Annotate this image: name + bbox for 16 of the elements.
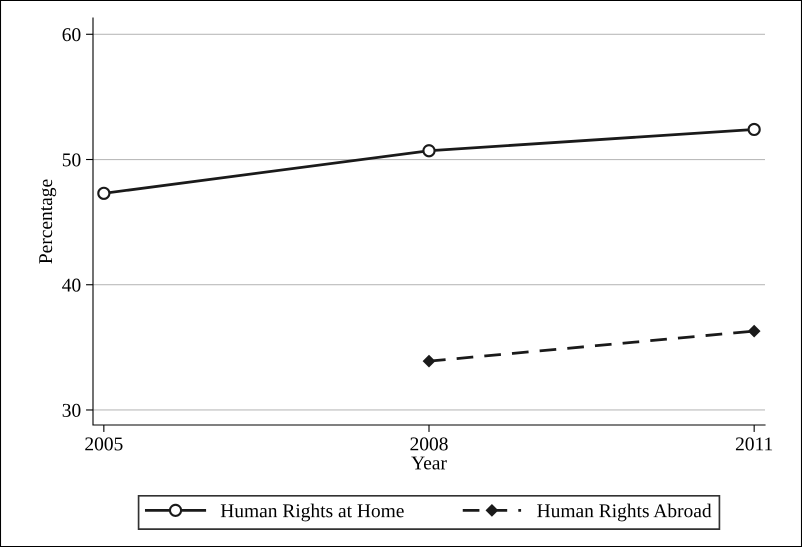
y-axis-title: Percentage [39, 180, 56, 264]
x-tick-label: 2008 [410, 437, 448, 450]
x-tick-label: 2005 [85, 437, 123, 450]
y-tick-label: 60 [62, 28, 80, 42]
y-tick-label: 30 [62, 404, 80, 417]
point [748, 122, 761, 136]
x-axis-title: Year [411, 456, 447, 470]
point [748, 325, 760, 338]
legend-label: Human Rights Abroad [537, 504, 712, 522]
y-tick-label: 40 [62, 278, 80, 292]
legend-label: Human Rights at Home [220, 504, 404, 522]
point [97, 186, 110, 200]
point [422, 144, 436, 158]
point [423, 355, 435, 368]
y-tick-label: 50 [62, 153, 80, 166]
x-tick-label: 2011 [736, 437, 772, 450]
